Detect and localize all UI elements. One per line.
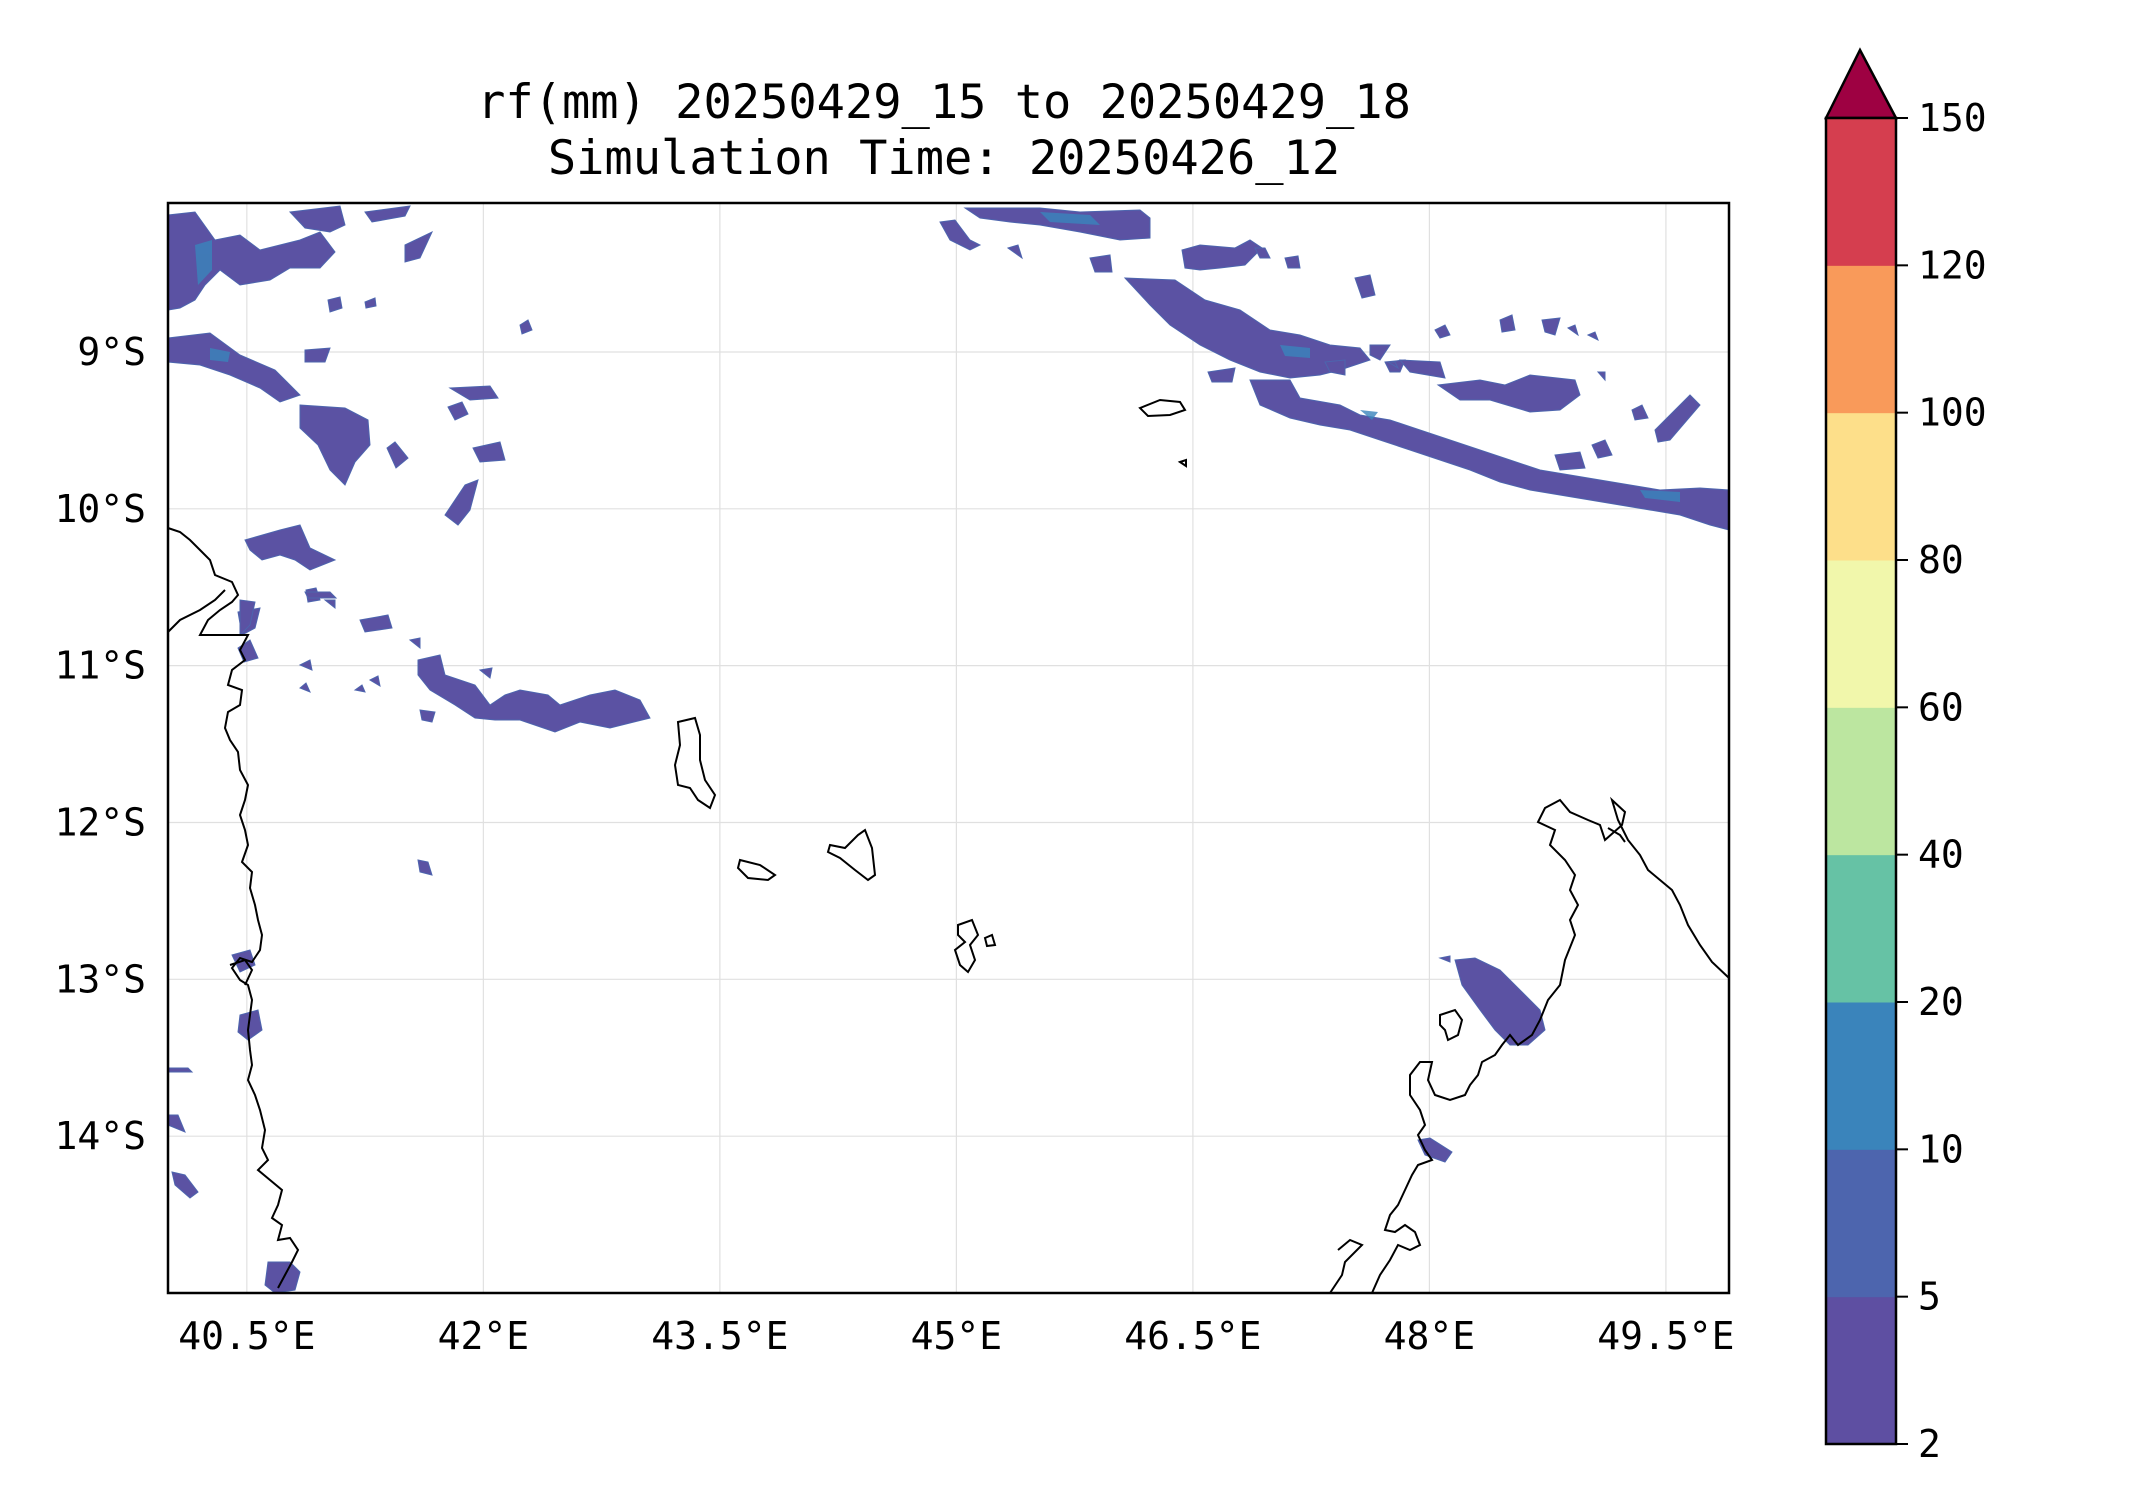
y-tick-label: 9°S [77,330,146,374]
y-tick-label: 10°S [54,487,146,531]
x-tick-label: 49.5°E [1597,1314,1734,1358]
x-tick-label: 46.5°E [1124,1314,1261,1358]
coastlines [167,398,1730,1294]
title-line-2: Simulation Time: 20250426_12 [548,131,1340,186]
y-tick-label: 11°S [54,644,146,688]
x-tick-label: 42°E [438,1314,530,1358]
colorbar-segments [1826,118,1896,1445]
title-line-1: rf(mm) 20250429_15 to 20250429_18 [477,75,1411,130]
y-tick-labels: 9°S 10°S 11°S 12°S 13°S 14°S [54,330,146,1158]
colorbar-segment [1826,265,1896,414]
colorbar-tick-labels: 2 5 10 20 40 60 80 100 120 150 [1896,96,1987,1466]
colorbar-tick-label: 40 [1918,833,1964,877]
colorbar-tick-label: 120 [1918,243,1987,287]
colorbar-tick-label: 10 [1918,1127,1964,1171]
y-tick-label: 12°S [54,800,146,844]
map-frame [166,201,1731,1295]
colorbar-segment [1826,707,1896,856]
colorbar: 2 5 10 20 40 60 80 100 120 150 [1823,47,1987,1466]
colorbar-tick-label: 80 [1918,538,1964,582]
colorbar-segment [1826,560,1896,708]
colorbar-tick-label: 2 [1918,1422,1941,1466]
colorbar-tick-label: 150 [1918,96,1987,140]
colorbar-tick-label: 100 [1918,391,1987,435]
rainfall-highlights [195,212,1680,502]
y-tick-label: 14°S [54,1114,146,1158]
x-tick-label: 48°E [1384,1314,1476,1358]
colorbar-tick-label: 60 [1918,685,1964,729]
gridlines [168,203,1729,1293]
colorbar-segment [1826,854,1896,1003]
map-background [168,203,1729,1293]
colorbar-segment [1826,1002,1896,1150]
colorbar-segment [1826,412,1896,561]
colorbar-tick-label: 20 [1918,980,1964,1024]
colorbar-segment [1826,118,1896,266]
colorbar-tick-label: 5 [1918,1275,1941,1319]
y-tick-label: 13°S [54,957,146,1001]
colorbar-segment [1826,1296,1896,1445]
x-tick-label: 40.5°E [178,1314,315,1358]
x-tick-label: 45°E [911,1314,1003,1358]
x-tick-labels: 40.5°E 42°E 43.5°E 45°E 46.5°E 48°E 49.5°E [178,1314,1734,1358]
colorbar-extend-triangle [1823,47,1899,120]
map-panel: 40.5°E 42°E 43.5°E 45°E 46.5°E 48°E 49.5°E 9°S… [54,201,1735,1358]
x-tick-label: 43.5°E [651,1314,788,1358]
colorbar-frame [1824,116,1898,1446]
colorbar-segment [1826,1149,1896,1298]
